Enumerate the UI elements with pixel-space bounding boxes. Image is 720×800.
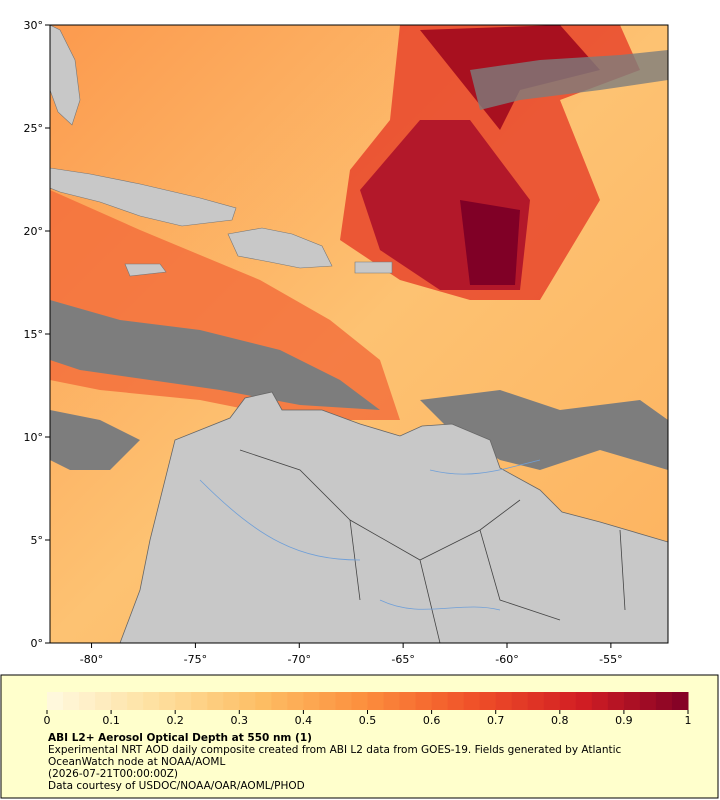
- colorbar-swatch: [255, 692, 272, 710]
- border: [239, 449, 626, 643]
- no-data: [50, 410, 140, 470]
- colorbar-swatch: [159, 692, 176, 710]
- colorbar-tick-label: 0.2: [166, 714, 184, 727]
- colorbar-tick-label: 0.7: [487, 714, 505, 727]
- colorbar-swatch: [47, 692, 64, 710]
- land: [354, 261, 393, 274]
- colorbar-swatch: [543, 692, 561, 710]
- aod-plume: [460, 200, 520, 285]
- colorbar-swatch: [223, 692, 240, 710]
- colorbar-swatch: [95, 692, 112, 710]
- no-data: [470, 50, 668, 110]
- x-tick-label: -55°: [599, 653, 622, 666]
- land: [124, 263, 167, 277]
- colorbar-swatch: [335, 692, 352, 710]
- y-tick-label: 0°: [31, 637, 44, 650]
- colorbar-swatch: [319, 692, 336, 710]
- colorbar-swatch: [111, 692, 128, 710]
- colorbar-swatch: [431, 692, 449, 710]
- no-data: [420, 390, 668, 470]
- colorbar-tick-label: 0.1: [102, 714, 120, 727]
- river: [199, 459, 541, 611]
- colorbar-swatch: [63, 692, 80, 710]
- colorbar-tick-label: 0.6: [423, 714, 441, 727]
- caption-line: Data courtesy of USDOC/NOAA/OAR/AOML/PHO…: [48, 780, 305, 792]
- colorbar-swatch: [271, 692, 288, 710]
- x-tick-label: -75°: [184, 653, 207, 666]
- colorbar-swatch: [447, 692, 465, 710]
- colorbar-swatch: [655, 692, 673, 710]
- colorbar-swatch: [639, 692, 657, 710]
- x-tick-label: -70°: [288, 653, 311, 666]
- colorbar-swatch: [399, 692, 417, 710]
- colorbar-swatch: [239, 692, 256, 710]
- x-tick-label: -80°: [80, 653, 103, 666]
- colorbar-swatch: [351, 692, 368, 710]
- colorbar-swatch: [607, 692, 625, 710]
- colorbar-swatch: [383, 692, 401, 710]
- colorbar-tick-label: 0: [44, 714, 51, 727]
- colorbar-swatch: [127, 692, 144, 710]
- colorbar-swatch: [527, 692, 545, 710]
- colorbar-tick-label: 0.3: [231, 714, 249, 727]
- colorbar-swatch: [415, 692, 433, 710]
- colorbar-tick-label: 1: [685, 714, 692, 727]
- y-tick-label: 10°: [24, 431, 44, 444]
- caption-line: (2026-07-21T00:00:00Z): [48, 768, 178, 780]
- land: [50, 25, 81, 126]
- y-tick-label: 30°: [24, 19, 44, 32]
- colorbar: 0 0.1 0.2 0.3 0.4 0.5 0.6 0.7 0.8 0.9 1: [44, 692, 692, 727]
- colorbar-swatch: [79, 692, 96, 710]
- colorbar-swatch: [303, 692, 320, 710]
- colorbar-swatch: [623, 692, 641, 710]
- colorbar-tick-label: 0.4: [295, 714, 313, 727]
- colorbar-swatch: [479, 692, 497, 710]
- colorbar-swatch: [575, 692, 593, 710]
- x-tick-label: -65°: [391, 653, 414, 666]
- colorbar-swatch: [495, 692, 513, 710]
- colorbar-swatch: [511, 692, 529, 710]
- land: [119, 391, 668, 643]
- y-tick-label: 5°: [31, 534, 44, 547]
- no-data: [50, 300, 380, 410]
- colorbar-tick-label: 0.9: [615, 714, 633, 727]
- colorbar-swatch: [591, 692, 609, 710]
- land: [50, 167, 237, 227]
- colorbar-swatch: [287, 692, 304, 710]
- x-tick-label: -60°: [495, 653, 518, 666]
- y-tick-label: 25°: [24, 122, 44, 135]
- land: [227, 227, 333, 269]
- y-tick-label: 15°: [24, 328, 44, 341]
- map-image: [50, 25, 668, 643]
- colorbar-swatch: [207, 692, 224, 710]
- colorbar-swatch: [175, 692, 192, 710]
- colorbar-swatch: [367, 692, 385, 710]
- caption: ABI L2+ Aerosol Optical Depth at 550 nm …: [48, 732, 688, 792]
- colorbar-swatch: [191, 692, 208, 710]
- colorbar-swatch: [559, 692, 577, 710]
- colorbar-tick-label: 0.8: [551, 714, 569, 727]
- caption-title: ABI L2+ Aerosol Optical Depth at 550 nm …: [48, 732, 312, 744]
- caption-line: Experimental NRT AOD daily composite cre…: [48, 744, 622, 768]
- y-tick-label: 20°: [24, 225, 44, 238]
- colorbar-swatch: [143, 692, 160, 710]
- colorbar-swatch: [671, 692, 689, 710]
- colorbar-tick-label: 0.5: [359, 714, 377, 727]
- colorbar-swatch: [463, 692, 481, 710]
